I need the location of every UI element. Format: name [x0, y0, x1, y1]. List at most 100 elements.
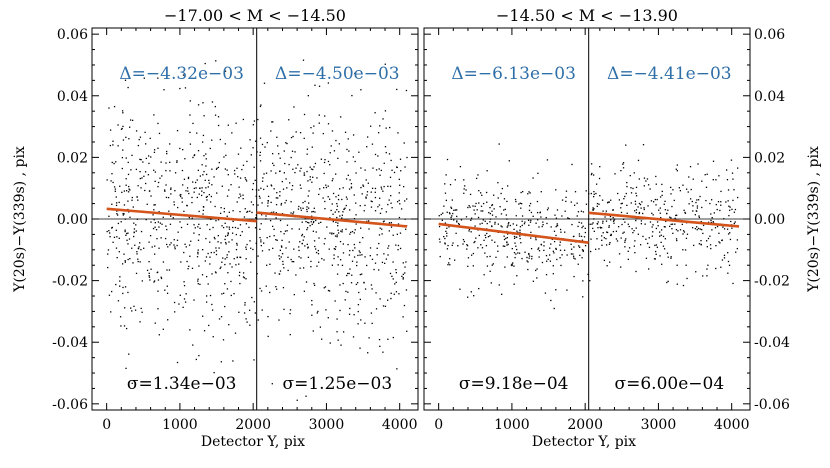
data-point — [387, 254, 389, 256]
data-point — [123, 204, 126, 206]
data-point — [377, 155, 379, 157]
data-point — [165, 196, 168, 199]
data-point — [146, 203, 148, 205]
data-point — [365, 179, 367, 181]
data-point — [390, 297, 392, 300]
data-point — [204, 62, 206, 65]
data-point — [133, 228, 136, 230]
data-point — [573, 275, 575, 278]
data-point — [231, 239, 233, 241]
data-point — [685, 264, 687, 266]
data-point — [633, 245, 636, 247]
data-point — [651, 212, 653, 214]
data-point — [304, 218, 306, 220]
data-point — [329, 217, 331, 219]
data-point — [219, 138, 221, 141]
data-point — [284, 162, 286, 165]
data-point — [208, 324, 210, 327]
data-point — [250, 154, 253, 156]
data-point — [692, 210, 694, 212]
data-point — [280, 204, 282, 206]
data-point — [452, 242, 454, 244]
data-point — [719, 242, 721, 244]
data-point — [369, 125, 372, 127]
data-point — [626, 212, 628, 214]
data-point — [261, 202, 263, 204]
data-point — [503, 209, 505, 211]
data-point — [367, 220, 370, 222]
data-point — [228, 226, 230, 228]
data-point — [311, 146, 313, 148]
data-point — [374, 191, 376, 193]
data-point — [357, 323, 359, 325]
data-point — [183, 178, 186, 180]
data-point — [113, 105, 116, 108]
data-point — [395, 272, 398, 274]
data-point — [581, 226, 583, 229]
data-point — [226, 169, 228, 171]
data-point — [546, 260, 548, 262]
data-point — [131, 154, 133, 157]
data-point — [334, 235, 337, 237]
data-point — [196, 256, 199, 258]
data-point — [519, 226, 522, 228]
data-point — [378, 242, 380, 245]
data-point — [252, 182, 255, 185]
data-point — [656, 246, 659, 248]
data-point — [186, 260, 188, 263]
data-point — [347, 291, 349, 293]
data-point — [140, 187, 142, 189]
data-point — [308, 222, 310, 224]
data-point — [119, 285, 121, 287]
data-point — [542, 221, 544, 223]
data-point — [353, 218, 356, 220]
data-point — [397, 249, 399, 251]
data-point — [144, 182, 147, 185]
data-point — [211, 101, 214, 103]
data-point — [119, 276, 121, 278]
data-point — [341, 217, 343, 219]
data-point — [349, 233, 351, 235]
data-point — [442, 212, 444, 214]
data-point — [132, 206, 134, 208]
data-point — [381, 208, 383, 210]
data-point — [459, 165, 462, 168]
data-point — [584, 227, 586, 230]
data-point — [323, 243, 325, 245]
data-point — [227, 233, 229, 235]
data-point — [131, 119, 134, 122]
data-point — [602, 222, 604, 224]
data-point — [154, 171, 157, 173]
data-point — [527, 261, 529, 263]
data-point — [340, 344, 342, 346]
data-point — [489, 212, 492, 215]
data-point — [710, 199, 713, 201]
data-point — [579, 254, 581, 257]
data-point — [652, 224, 654, 226]
data-point — [627, 223, 629, 225]
data-point — [218, 247, 220, 249]
data-point — [300, 209, 302, 211]
data-point — [532, 280, 535, 282]
data-point — [559, 249, 562, 251]
fit-line — [106, 207, 257, 223]
data-point — [275, 288, 278, 290]
data-point — [206, 195, 208, 198]
panel-left: −17.00 < M < −14.500 1000 2000 3000 40000.06… — [52, 6, 419, 433]
data-point — [363, 210, 365, 212]
data-point — [295, 274, 297, 276]
data-point — [298, 228, 301, 230]
data-point — [217, 241, 219, 243]
data-point — [486, 201, 488, 203]
data-point — [565, 190, 568, 192]
data-point — [221, 261, 223, 263]
x-axis-label-right: Detector Y, pix — [532, 434, 636, 450]
data-point — [157, 290, 159, 292]
data-point — [324, 200, 326, 203]
data-point — [352, 336, 355, 338]
data-point — [702, 232, 704, 235]
data-point — [688, 176, 690, 178]
data-point — [359, 241, 361, 244]
data-point — [192, 156, 194, 159]
data-point — [592, 207, 594, 209]
